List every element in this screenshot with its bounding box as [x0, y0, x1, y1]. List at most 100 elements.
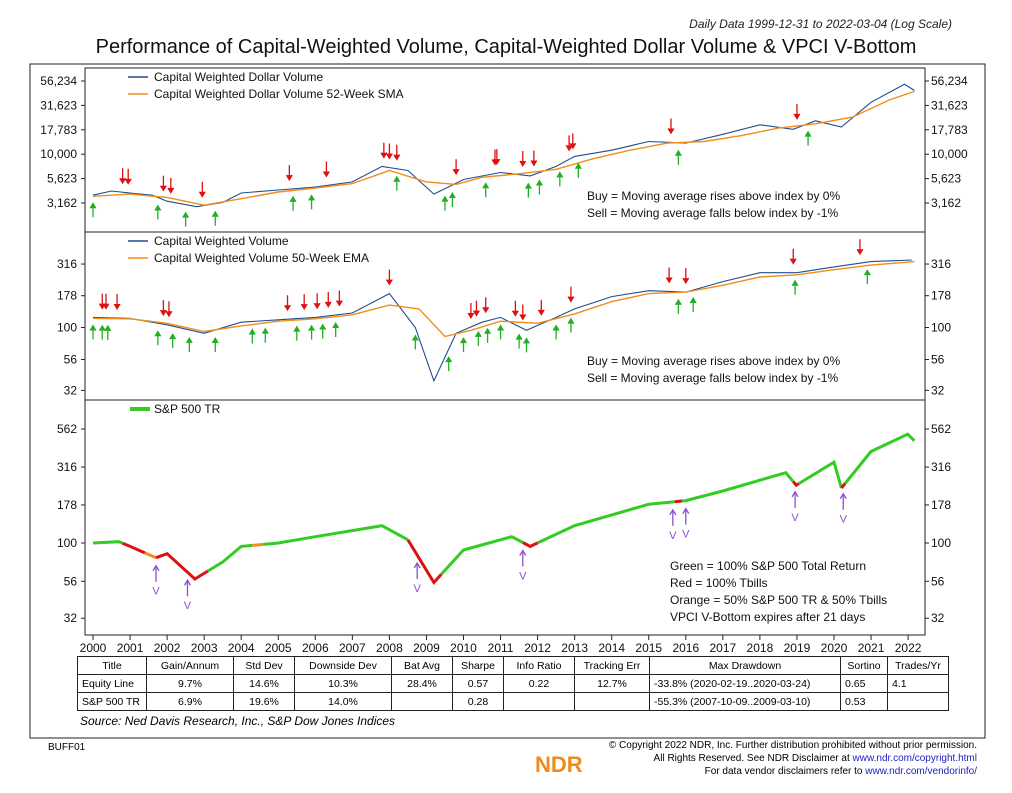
x-tick-label: 2022: [895, 641, 922, 655]
sell-arrow-head: [856, 248, 864, 256]
table-row: Equity Line 9.7% 14.6% 10.3% 28.4% 0.57 …: [77, 674, 949, 693]
copyright-link[interactable]: www.ndr.com/copyright.html: [852, 753, 978, 764]
sell-arrow-head: [569, 143, 577, 150]
buy-arrow-head: [536, 179, 543, 186]
sell-arrow-head: [565, 145, 573, 152]
x-tick-label: 2005: [265, 641, 292, 655]
v-bottom-label: V: [184, 600, 192, 612]
x-tick-label: 2019: [784, 641, 811, 655]
regime-segment-red: [522, 541, 539, 549]
panel-3-frame: [84, 399, 926, 636]
sell-arrow-head: [385, 153, 393, 160]
buy-arrow-head: [674, 298, 682, 306]
buy-arrow-head: [308, 194, 316, 201]
buy-arrow-head: [567, 317, 575, 324]
buy-arrow-head: [248, 328, 256, 335]
buy-arrow-head: [393, 175, 401, 183]
y-tick-label-right: 56,234: [931, 74, 968, 88]
v-bottom-arrow-head: [682, 507, 690, 514]
v-bottom-label: V: [152, 586, 160, 598]
sell-arrow-head: [493, 158, 501, 166]
copyright-text: All Rights Reserved. See NDR Disclaimer …: [653, 753, 853, 764]
legend-label: Capital Weighted Dollar Volume: [154, 70, 324, 84]
sell-arrow-head: [300, 303, 308, 311]
v-bottom-label: V: [791, 512, 799, 524]
sell-arrow-head: [789, 258, 797, 265]
header-cell: Bat Avg: [391, 656, 453, 675]
buy-arrow-head: [674, 149, 682, 157]
copyright-line: For data vendor disclaimers refer to www…: [609, 765, 977, 778]
sell-arrow-head: [167, 187, 175, 194]
buy-arrow-head: [804, 130, 812, 137]
cell: -55.3% (2007-10-09..2009-03-10): [649, 692, 841, 711]
legend-label: Capital Weighted Dollar Volume 52-Week S…: [154, 87, 404, 101]
sell-arrow-head: [467, 312, 475, 319]
sell-arrow-head: [567, 296, 575, 303]
y-tick-label-left: 17,783: [40, 123, 77, 137]
header-cell: Tracking Err: [574, 656, 650, 675]
y-tick-label-right: 17,783: [931, 123, 968, 137]
buy-arrow-head: [460, 337, 467, 344]
copyright-line: © Copyright 2022 NDR, Inc. Further distr…: [608, 740, 977, 751]
y-tick-label-left: 3,162: [47, 196, 77, 210]
buy-arrow-head: [332, 322, 340, 329]
table-header-row: Title Gain/Annum Std Dev Downside Dev Ba…: [77, 656, 949, 675]
series-line-index: [92, 83, 915, 208]
v-bottom-arrow-head: [413, 561, 421, 569]
regime-segment-orange: [144, 551, 157, 560]
sell-arrow-head: [380, 152, 388, 159]
y-tick-label-left: 32: [64, 611, 78, 625]
buy-arrow-head: [474, 330, 482, 338]
x-tick-label: 2021: [858, 641, 885, 655]
y-tick-label-right: 31,623: [931, 98, 968, 112]
buy-arrow-head: [211, 210, 219, 217]
buy-arrow-head: [89, 202, 97, 209]
cell: [391, 692, 453, 711]
y-tick-label-right: 56: [931, 574, 945, 588]
y-tick-label-right: 5,623: [931, 172, 961, 186]
y-tick-label-left: 100: [57, 321, 77, 335]
y-tick-label-left: 562: [57, 422, 77, 436]
ndr-logo: NDR: [535, 752, 583, 777]
cell: 28.4%: [391, 674, 453, 693]
cell: S&P 500 TR: [77, 692, 147, 711]
sell-arrow-head: [665, 277, 673, 284]
sell-arrow-head: [519, 160, 527, 167]
cell: Equity Line: [77, 674, 147, 693]
x-tick-label: 2001: [117, 641, 144, 655]
chart-title: Performance of Capital-Weighted Volume, …: [95, 36, 917, 58]
cell: [574, 692, 650, 711]
buy-arrow-head: [689, 297, 697, 304]
panel-note: Red = 100% Tbills: [670, 576, 768, 590]
buy-arrow-head: [293, 325, 301, 332]
panel-note: Green = 100% S&P 500 Total Return: [670, 559, 866, 573]
cell: 0.65: [840, 674, 888, 693]
cell: 0.53: [840, 692, 888, 711]
y-tick-label-right: 100: [931, 321, 951, 335]
sell-arrow-head: [682, 277, 690, 285]
buy-arrow-head: [319, 323, 327, 330]
regime-segment-red: [155, 551, 209, 581]
copyright: © Copyright 2022 NDR, Inc. Further distr…: [609, 739, 977, 778]
vendor-link[interactable]: www.ndr.com/vendorinfo/: [865, 766, 977, 777]
sell-arrow-head: [452, 168, 460, 176]
regime-segment-green: [92, 540, 124, 545]
sell-arrow-head: [124, 178, 132, 185]
regime-segment-green: [798, 459, 843, 489]
x-tick-label: 2007: [339, 641, 366, 655]
panel-note: Sell = Moving average falls below index …: [587, 371, 838, 385]
buy-arrow-head: [89, 324, 97, 331]
buy-arrow-head: [524, 182, 532, 189]
header-cell: Title: [77, 656, 147, 675]
buy-arrow-head: [556, 171, 564, 178]
buy-arrow-head: [482, 182, 490, 189]
cell: 12.7%: [574, 674, 650, 693]
header-cell: Info Ratio: [503, 656, 575, 675]
sell-arrow-head: [313, 302, 321, 310]
x-tick-label: 2006: [302, 641, 329, 655]
x-tick-label: 2018: [747, 641, 774, 655]
x-tick-label: 2014: [598, 641, 625, 655]
buy-arrow-head: [154, 204, 162, 211]
buy-arrow-head: [169, 333, 177, 340]
